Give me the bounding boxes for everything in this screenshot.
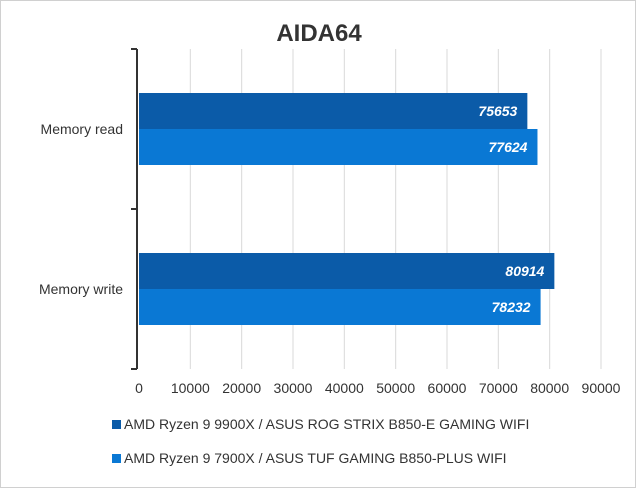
- chart-title: AIDA64: [276, 20, 362, 47]
- bar: [139, 129, 538, 165]
- legend-entry: AMD Ryzen 9 7900X / ASUS TUF GAMING B850…: [124, 450, 507, 466]
- x-tick-label: 30000: [274, 380, 313, 396]
- x-tick-label: 50000: [376, 380, 415, 396]
- x-tick-label: 0: [135, 380, 143, 396]
- category-labels: Memory read Memory write: [39, 121, 123, 297]
- x-tick-label: 80000: [530, 380, 569, 396]
- x-tick-label: 70000: [479, 380, 518, 396]
- legend-swatch: [112, 454, 121, 463]
- legend-entry: AMD Ryzen 9 9900X / ASUS ROG STRIX B850-…: [124, 416, 529, 432]
- x-tick-label: 40000: [325, 380, 364, 396]
- bar: [139, 93, 528, 129]
- data-label: 75653: [478, 103, 517, 119]
- category-label: Memory read: [41, 121, 123, 137]
- x-tick-labels: 0 10000 20000 30000 40000 50000 60000 70000 8000…: [135, 380, 621, 396]
- data-label: 78232: [492, 299, 531, 315]
- category-label: Memory write: [39, 281, 123, 297]
- x-tick-label: 90000: [582, 380, 621, 396]
- legend: AMD Ryzen 9 9900X / ASUS ROG STRIX B850-…: [112, 416, 529, 466]
- x-tick-label: 10000: [171, 380, 210, 396]
- bar: [139, 253, 555, 289]
- data-label: 80914: [505, 263, 544, 279]
- x-tick-label: 60000: [428, 380, 467, 396]
- legend-swatch: [112, 420, 121, 429]
- bar: [139, 289, 541, 325]
- x-tick-label: 20000: [222, 380, 261, 396]
- category-axis: [131, 48, 138, 370]
- data-label: 77624: [489, 139, 528, 155]
- bars: 75653 77624 80914 78232: [139, 93, 555, 325]
